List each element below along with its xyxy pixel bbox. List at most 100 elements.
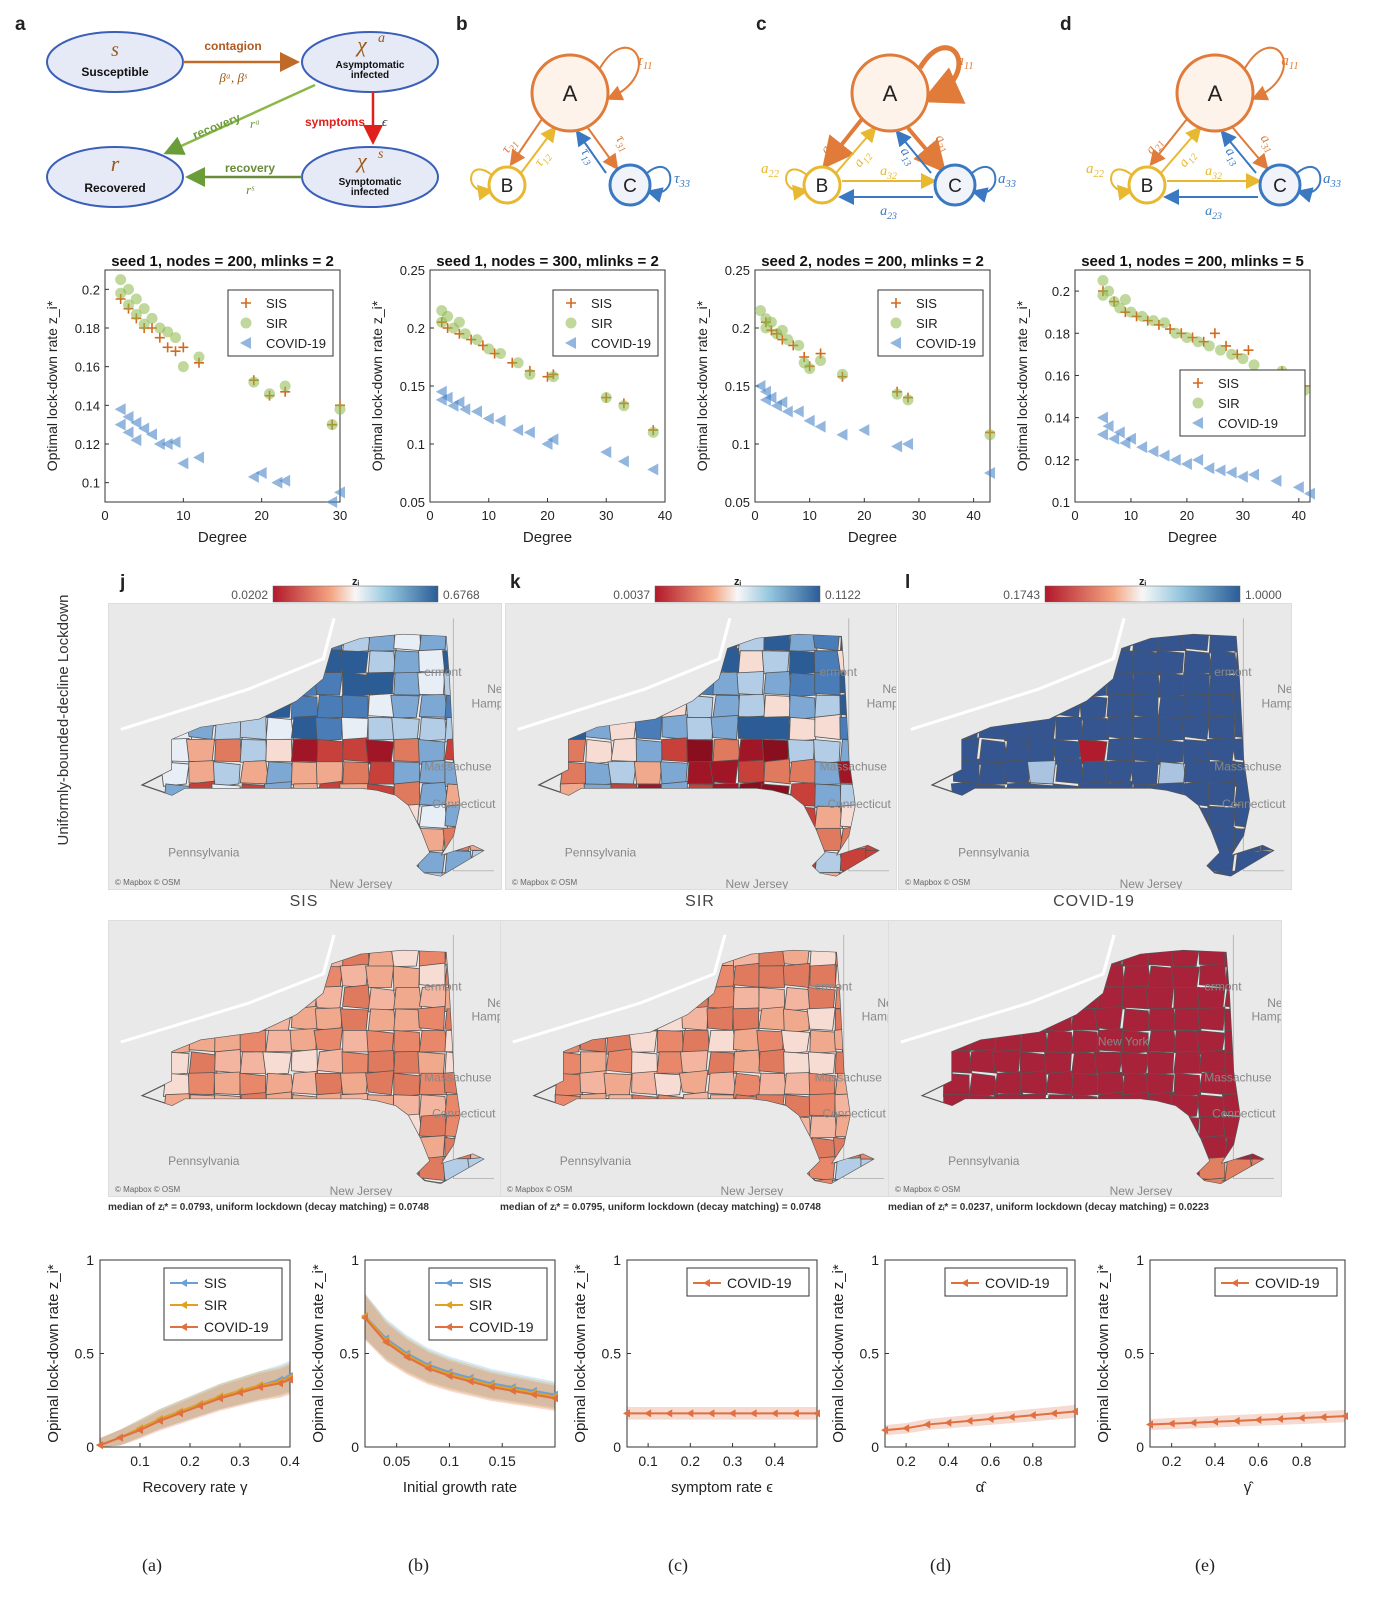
county — [978, 671, 1006, 696]
county — [966, 984, 996, 1010]
county — [687, 849, 715, 874]
state-border — [1232, 934, 1274, 1179]
node-b-label: B — [1141, 176, 1154, 197]
county — [557, 738, 587, 763]
county — [1055, 850, 1084, 875]
legend-label: COVID-19 — [591, 336, 651, 351]
series-point — [707, 1409, 715, 1418]
node-b — [1127, 165, 1167, 205]
vermont-label: ermont — [1204, 979, 1242, 993]
county — [290, 761, 319, 786]
sis-point — [154, 332, 165, 343]
county — [342, 634, 372, 653]
edge-a-to-b — [822, 117, 864, 170]
scatter-chart-4: seed 1, nodes = 200, mlinks = 5 0.1 0.12 0.… — [1014, 253, 1315, 546]
county — [1093, 1051, 1124, 1075]
sir-point — [130, 293, 142, 305]
sir-point — [1119, 294, 1131, 306]
county — [1018, 1156, 1047, 1181]
county — [367, 716, 395, 741]
sir-point — [902, 394, 914, 406]
series-point — [665, 1409, 673, 1418]
covid-19-point — [482, 412, 494, 425]
county — [467, 1155, 484, 1181]
county — [1132, 827, 1161, 852]
covid-19-point — [1248, 468, 1260, 481]
x-axis-label: Degree — [523, 529, 572, 546]
county — [809, 1178, 839, 1184]
county — [1106, 693, 1135, 718]
series-point — [529, 1390, 537, 1399]
lake-border — [910, 617, 1126, 731]
county — [1207, 693, 1236, 718]
series-point — [644, 1409, 652, 1418]
county — [991, 965, 1021, 991]
county — [1173, 986, 1201, 1010]
sir-point — [130, 308, 142, 320]
county — [859, 1179, 874, 1184]
county — [1121, 1092, 1149, 1117]
x-axis-label: Degree — [848, 529, 897, 546]
covid-19-point — [441, 391, 453, 404]
county — [610, 872, 640, 876]
series-point — [136, 1426, 143, 1435]
county — [342, 984, 371, 1010]
county — [186, 672, 216, 698]
county — [290, 1115, 318, 1139]
county — [290, 672, 318, 697]
county — [763, 670, 792, 696]
county — [1079, 827, 1108, 853]
series-point — [466, 1377, 474, 1386]
legend-marker — [891, 298, 901, 308]
county — [367, 1135, 397, 1160]
county — [656, 1029, 684, 1054]
county — [943, 1028, 971, 1053]
map-title-covid: COVID-19 — [1053, 893, 1135, 910]
county — [654, 1115, 683, 1138]
recovery-a-label: recovery — [191, 110, 243, 142]
county — [757, 1156, 785, 1181]
map-credit: © Mapbox © OSM — [512, 878, 577, 887]
county — [712, 827, 739, 852]
county — [635, 650, 663, 677]
county — [1157, 672, 1187, 698]
massachusetts-label: Massachuse — [1214, 759, 1282, 773]
county — [265, 647, 293, 674]
county — [633, 634, 663, 652]
county — [365, 739, 395, 765]
county — [1004, 649, 1034, 674]
county — [762, 716, 790, 740]
county — [634, 715, 663, 740]
covid-19-point — [1225, 466, 1237, 479]
county — [978, 647, 1008, 674]
county — [392, 965, 420, 991]
sir-point — [442, 310, 454, 322]
county — [1019, 1029, 1049, 1053]
legend-label: SIR — [204, 1297, 227, 1313]
county — [607, 760, 638, 785]
covid-19-series — [881, 1407, 1078, 1435]
county — [288, 826, 318, 852]
legend-marker — [961, 1279, 968, 1287]
county — [605, 1115, 635, 1140]
sir-point — [1103, 285, 1115, 297]
sir-point — [512, 357, 524, 369]
covid-19-point — [114, 403, 126, 416]
vermont-label: ermont — [1214, 665, 1252, 679]
edge-label-6: a23 — [1205, 204, 1222, 220]
y-tick-label: 1 — [86, 1252, 94, 1268]
panel-label-b: b — [456, 14, 468, 35]
county — [1173, 1008, 1202, 1031]
county — [1055, 803, 1083, 829]
subfig-label-d: (d) — [930, 1555, 951, 1575]
county — [1070, 1029, 1100, 1054]
symptoms-param: ϵ — [382, 114, 388, 129]
state-border — [848, 618, 890, 872]
county — [316, 805, 345, 832]
county — [788, 872, 816, 876]
county — [858, 963, 874, 988]
subfig-label-b: (b) — [408, 1555, 429, 1575]
county — [943, 950, 972, 970]
hamp-label: Hamp — [1251, 1010, 1282, 1024]
county — [838, 872, 867, 876]
